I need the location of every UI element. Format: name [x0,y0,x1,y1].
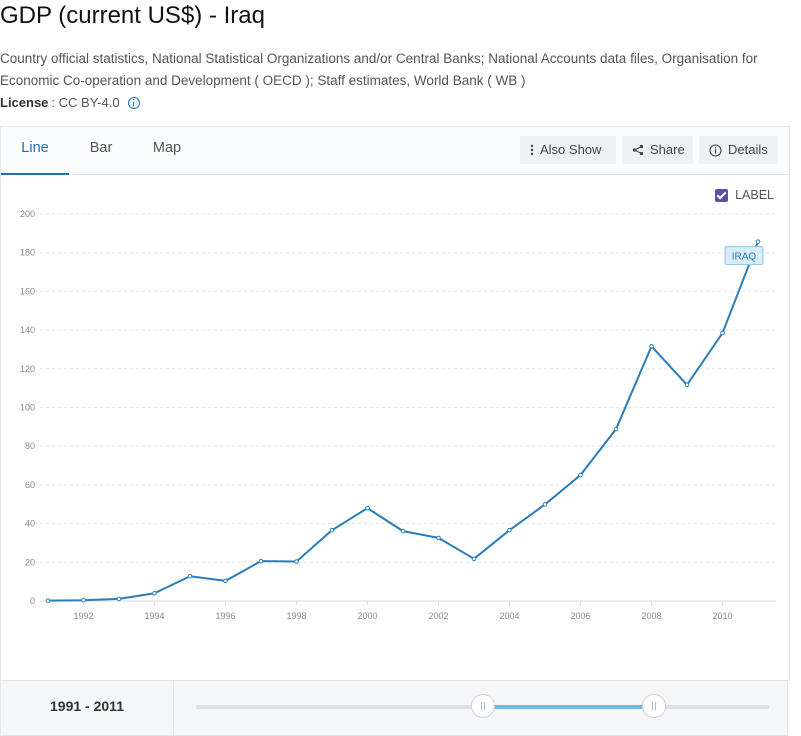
data-point [365,505,370,511]
data-point [152,590,157,596]
page-title: GDP (current US$) - Iraq [0,2,265,29]
y-tick-label: 80 [25,441,35,451]
data-point [613,426,619,432]
y-tick-label: 40 [25,519,35,529]
tab-bar-chart[interactable]: Bar [89,140,113,156]
data-point [45,598,51,603]
x-tick-label: 1992 [73,611,93,621]
tab-bar: Line Bar Map Also Show Share Details [1,127,789,175]
data-point [294,559,299,564]
y-tick-label: 140 [20,325,35,335]
source-text: Country official statistics, National St… [0,51,758,88]
also-show-label: Also Show [540,142,602,157]
info-circle-icon [709,143,722,157]
share-button[interactable]: Share [622,136,693,164]
share-label: Share [650,142,685,157]
y-tick-label: 20 [25,557,35,567]
data-point [471,556,477,562]
data-point [258,558,264,564]
x-tick-label: 1996 [215,611,235,621]
data-point [187,573,193,579]
line-chart: 0 20 40 60 80 100 120 140 160 180 200 1992 1994 1996 1… [20,209,776,621]
data-point [507,527,512,533]
tab-line[interactable]: Line [1,127,69,175]
also-show-button[interactable]: Also Show [520,136,616,164]
data-point [755,239,761,244]
x-tick-label: 1998 [286,611,306,621]
y-tick-label: 200 [20,209,35,219]
label-toggle[interactable]: LABEL [715,188,774,202]
more-vertical-icon [530,144,534,156]
info-icon[interactable] [127,96,140,109]
details-button[interactable]: Details [699,136,778,164]
series-label-iraq: IRAQ [732,252,757,263]
range-footer: 1991 - 2011 [0,680,788,736]
x-tick-label: 2010 [712,611,732,621]
range-text: 1991 - 2011 [1,681,174,735]
details-label: Details [728,142,768,157]
x-tick-label: 2004 [499,611,519,621]
range-start-handle[interactable] [470,694,495,718]
data-point [223,578,228,584]
label-toggle-text: LABEL [735,188,774,202]
series-label-box [724,246,764,266]
data-point [116,596,122,602]
y-tick-label: 160 [20,286,35,296]
y-tick-label: 180 [20,248,35,258]
data-point [578,472,583,478]
y-tick-label: 0 [30,596,35,606]
range-slider[interactable] [196,694,769,718]
x-tick-label: 1994 [144,611,164,621]
tab-map[interactable]: Map [152,140,182,156]
chart-panel: Line Bar Map Also Show Share Details LAB… [0,126,790,681]
license-line: License : CC BY-4.0 [0,95,140,110]
y-tick-label: 100 [20,403,35,413]
license-label: License [0,95,49,110]
x-tick-label: 2008 [641,611,661,621]
license-value: : CC BY-4.0 [51,95,120,110]
data-point [436,535,441,541]
data-point [329,527,335,533]
x-tick-label: 2000 [357,611,377,621]
data-point [81,597,86,603]
range-end-handle[interactable] [642,694,667,718]
series-line-iraq [47,241,759,602]
range-slider-fill [482,705,655,709]
data-point [649,344,654,349]
data-point [720,330,725,336]
share-icon [632,144,644,156]
data-point [400,528,406,534]
y-tick-label: 120 [20,364,35,374]
y-tick-label: 60 [25,480,35,490]
data-point [684,382,690,388]
label-checkbox[interactable] [715,188,729,202]
x-tick-label: 2002 [428,611,448,621]
x-tick-label: 2006 [570,611,590,621]
data-point [542,502,548,507]
